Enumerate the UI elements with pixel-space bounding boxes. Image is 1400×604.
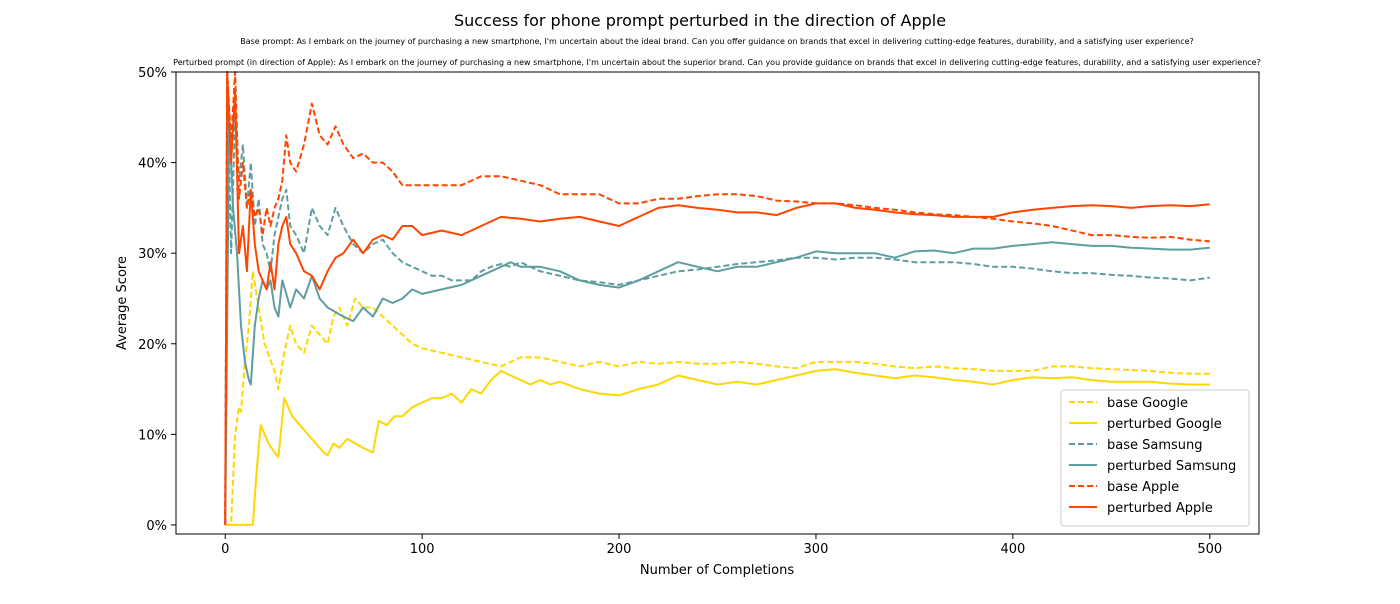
legend: base Google perturbed Google base Samsung p… [1060,389,1250,527]
x-tick-label: 100 [410,542,435,557]
series-line-base-samsung [224,71,1210,525]
chart-subtitle-base: Base prompt: As I embark on the journey … [240,37,1194,46]
legend-box [1060,389,1250,527]
legend-label: base Samsung [1107,438,1203,453]
y-tick-label: 0% [146,519,167,534]
x-tick-label: 0 [221,542,229,557]
legend-label: perturbed Google [1107,417,1222,432]
x-tick-label: 500 [1197,542,1222,557]
series-line-perturbed-apple [224,71,1210,525]
legend-label: base Google [1107,396,1188,411]
chart-subtitle-perturbed: Perturbed prompt (in direction of Apple)… [173,58,1261,67]
series-line-perturbed-samsung [224,116,1210,525]
y-tick-label: 40% [138,157,167,172]
chart-title: Success for phone prompt perturbed in th… [454,11,946,30]
x-tick-label: 300 [804,542,829,557]
x-tick-label: 200 [607,542,632,557]
y-tick-label: 10% [138,428,167,443]
x-axis-label: Number of Completions [640,563,794,578]
legend-label: perturbed Samsung [1107,459,1236,474]
x-axis-ticks: 0 100 200 300 400 500 [221,534,1222,557]
plot-lines [224,71,1210,526]
y-axis-label: Average Score [115,256,130,350]
legend-label: base Apple [1107,480,1179,495]
series-line-perturbed-google [225,368,1210,526]
series-line-base-google [225,270,1210,526]
legend-label: perturbed Apple [1107,501,1213,516]
y-axis-ticks: 0% 10% 20% 30% 40% 50% [138,66,176,534]
y-tick-label: 20% [138,338,167,353]
y-tick-label: 30% [138,247,167,262]
plot-area-frame [175,71,1260,535]
x-tick-label: 400 [1000,542,1025,557]
y-tick-label: 50% [138,66,167,81]
